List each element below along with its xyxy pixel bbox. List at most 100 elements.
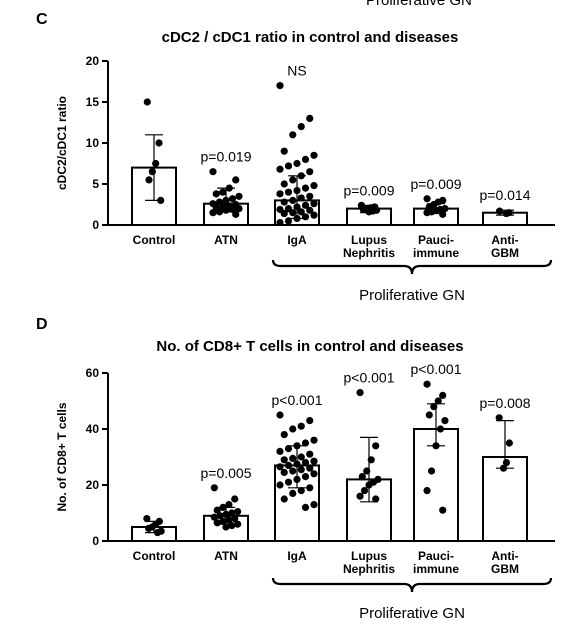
data-point [280,180,288,188]
data-point [301,155,310,163]
data-point [280,147,288,155]
data-point [427,467,436,475]
category-label: GBM [491,246,519,260]
data-point [301,439,310,447]
data-point [284,188,293,196]
data-point [423,380,431,388]
data-point [306,206,314,214]
data-point [210,513,218,521]
data-point [276,190,284,198]
y-tick-label: 20 [86,478,100,492]
data-point [505,439,513,447]
data-point [297,466,305,474]
data-point [209,168,217,176]
data-point [284,478,293,486]
significance-label: p<0.001 [272,392,323,408]
category-label: immune [413,562,459,576]
data-point [225,501,233,509]
data-point [301,473,310,481]
data-point [372,442,380,450]
data-point [306,192,314,200]
data-point [219,517,227,526]
data-point [155,139,163,147]
category-label: Anti- [491,233,518,247]
y-tick-label: 20 [86,54,100,68]
data-point [439,210,447,218]
data-point [310,200,318,208]
data-point [235,192,243,200]
data-point [495,414,503,422]
category-label: ATN [214,233,238,247]
data-point [301,213,310,221]
data-point [276,218,284,227]
significance-label: p=0.019 [201,149,252,165]
category-label: Control [133,549,176,563]
bracket [271,259,553,275]
data-point [306,464,314,472]
y-tick-label: 10 [86,136,100,150]
data-point [310,457,318,465]
category-label: Nephritis [343,562,395,576]
data-point [280,468,288,476]
data-point [289,489,297,497]
data-point [297,208,305,216]
data-point [231,495,239,503]
data-point [213,519,221,527]
data-point [228,509,236,517]
data-point [301,459,310,467]
data-point [358,473,366,481]
data-point [301,184,310,192]
data-point [372,495,380,503]
data-point [232,176,240,184]
data-point [306,168,314,176]
category-label: IgA [287,549,307,563]
data-point [310,211,318,219]
data-point [276,165,284,173]
data-point [231,515,239,523]
category-label: Pauci- [418,549,454,563]
data-point [276,481,284,489]
data-point [209,209,217,217]
category-label: GBM [491,562,519,576]
data-point [360,487,369,495]
data-point [280,209,288,218]
data-point [310,501,318,509]
data-point [276,82,284,90]
bracket [271,577,553,593]
data-point [234,520,242,528]
data-point [276,447,284,455]
data-point [310,182,318,190]
bracket-label: Proliferative GN [359,605,465,622]
data-point [148,168,156,176]
significance-label: p=0.014 [480,187,531,203]
data-point [306,450,314,458]
category-label: immune [413,246,459,260]
y-axis-label: cDC2/cDC1 ratio [55,96,69,190]
data-point [152,159,160,168]
category-label: Pauci- [418,233,454,247]
data-point [145,524,153,533]
data-point [210,484,218,492]
data-point [310,151,318,159]
data-point [145,176,153,184]
data-point [310,436,318,444]
data-point [216,512,224,520]
data-point [289,176,297,184]
data-point [234,508,242,516]
data-point [423,487,431,495]
panel-letter-c: C [36,11,48,28]
data-point [232,210,240,218]
data-point [289,425,297,433]
chart-title-d: No. of CD8+ T cells in control and disea… [156,338,463,355]
data-point [441,417,449,425]
data-point [289,131,297,139]
data-point [439,506,447,514]
data-point [289,454,297,462]
data-point [297,487,305,495]
data-point [423,195,431,203]
data-point [297,123,305,131]
data-point [301,503,310,511]
data-point [356,389,364,397]
chart-c: 0 5 10 15 20 cDC2/cDC1 ratio Control p=0.019 ATN… [55,54,555,304]
category-label: Anti- [491,549,518,563]
